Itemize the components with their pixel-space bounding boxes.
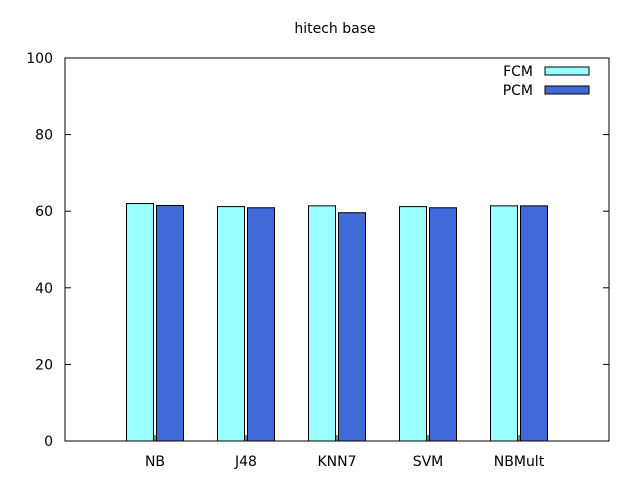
y-tick-label: 40 (35, 281, 53, 297)
bar-fcm (217, 206, 245, 442)
y-tick-label: 0 (44, 434, 53, 450)
bar-pcm (338, 212, 366, 442)
bar-pcm (520, 205, 548, 442)
x-tick-labels: NB J48 KNN7 SVM NBMult (145, 454, 545, 470)
bar-fcm (126, 203, 154, 442)
y-tick-labels: 0 20 40 60 80 100 (26, 51, 53, 450)
y-tick-label: 80 (35, 128, 53, 144)
x-tick-label: J48 (234, 454, 257, 470)
y-tick-label: 100 (26, 51, 53, 67)
bar-fcm (490, 205, 518, 442)
legend-swatch (544, 66, 590, 76)
bar-pcm (156, 204, 184, 442)
legend-swatch (544, 85, 590, 95)
legend-label: FCM (503, 64, 533, 80)
bar-fcm (399, 206, 427, 442)
x-tick-label: NB (145, 454, 165, 470)
bar-pcm (429, 207, 457, 442)
x-tick-label: SVM (413, 454, 444, 470)
legend-label: PCM (503, 83, 533, 99)
y-tick-label: 20 (35, 357, 53, 373)
plot-frame (64, 57, 610, 442)
bar-fcm (308, 205, 336, 442)
bars (126, 203, 548, 442)
x-tick-label: KNN7 (317, 454, 356, 470)
x-tick-label: NBMult (494, 454, 545, 470)
chart-title: hitech base (294, 21, 375, 37)
bar-pcm (247, 207, 275, 442)
legend: FCM PCM (503, 64, 590, 99)
y-tick-label: 60 (35, 204, 53, 220)
